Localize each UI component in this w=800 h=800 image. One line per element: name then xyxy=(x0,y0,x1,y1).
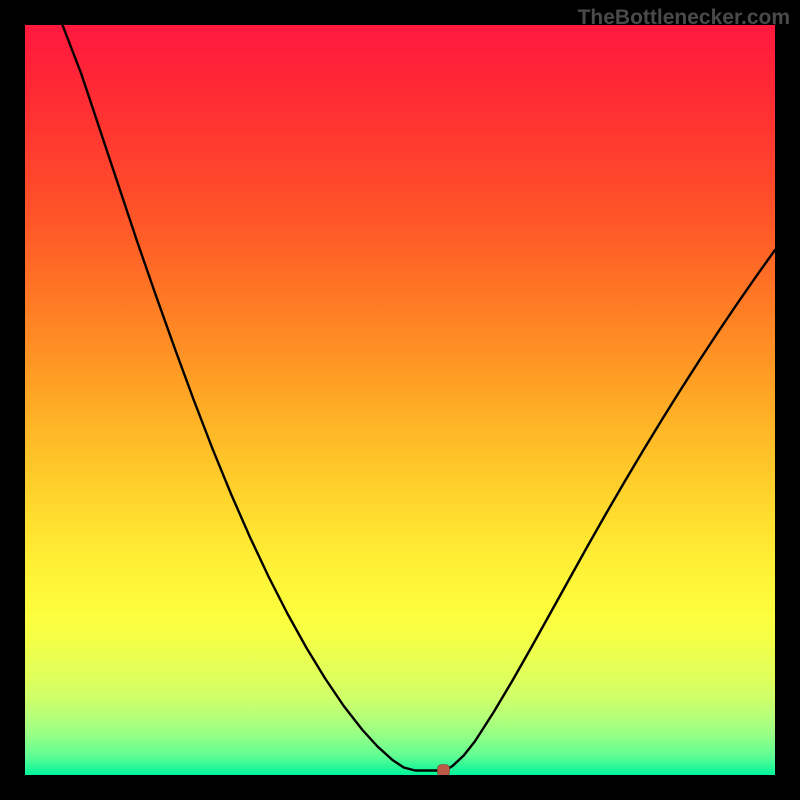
plot-area xyxy=(25,25,775,775)
source-watermark: TheBottlenecker.com xyxy=(578,6,790,30)
optimal-point-marker xyxy=(438,765,450,776)
plot-svg xyxy=(25,25,775,775)
chart-stage: TheBottlenecker.com xyxy=(0,0,800,800)
gradient-background xyxy=(25,25,775,775)
